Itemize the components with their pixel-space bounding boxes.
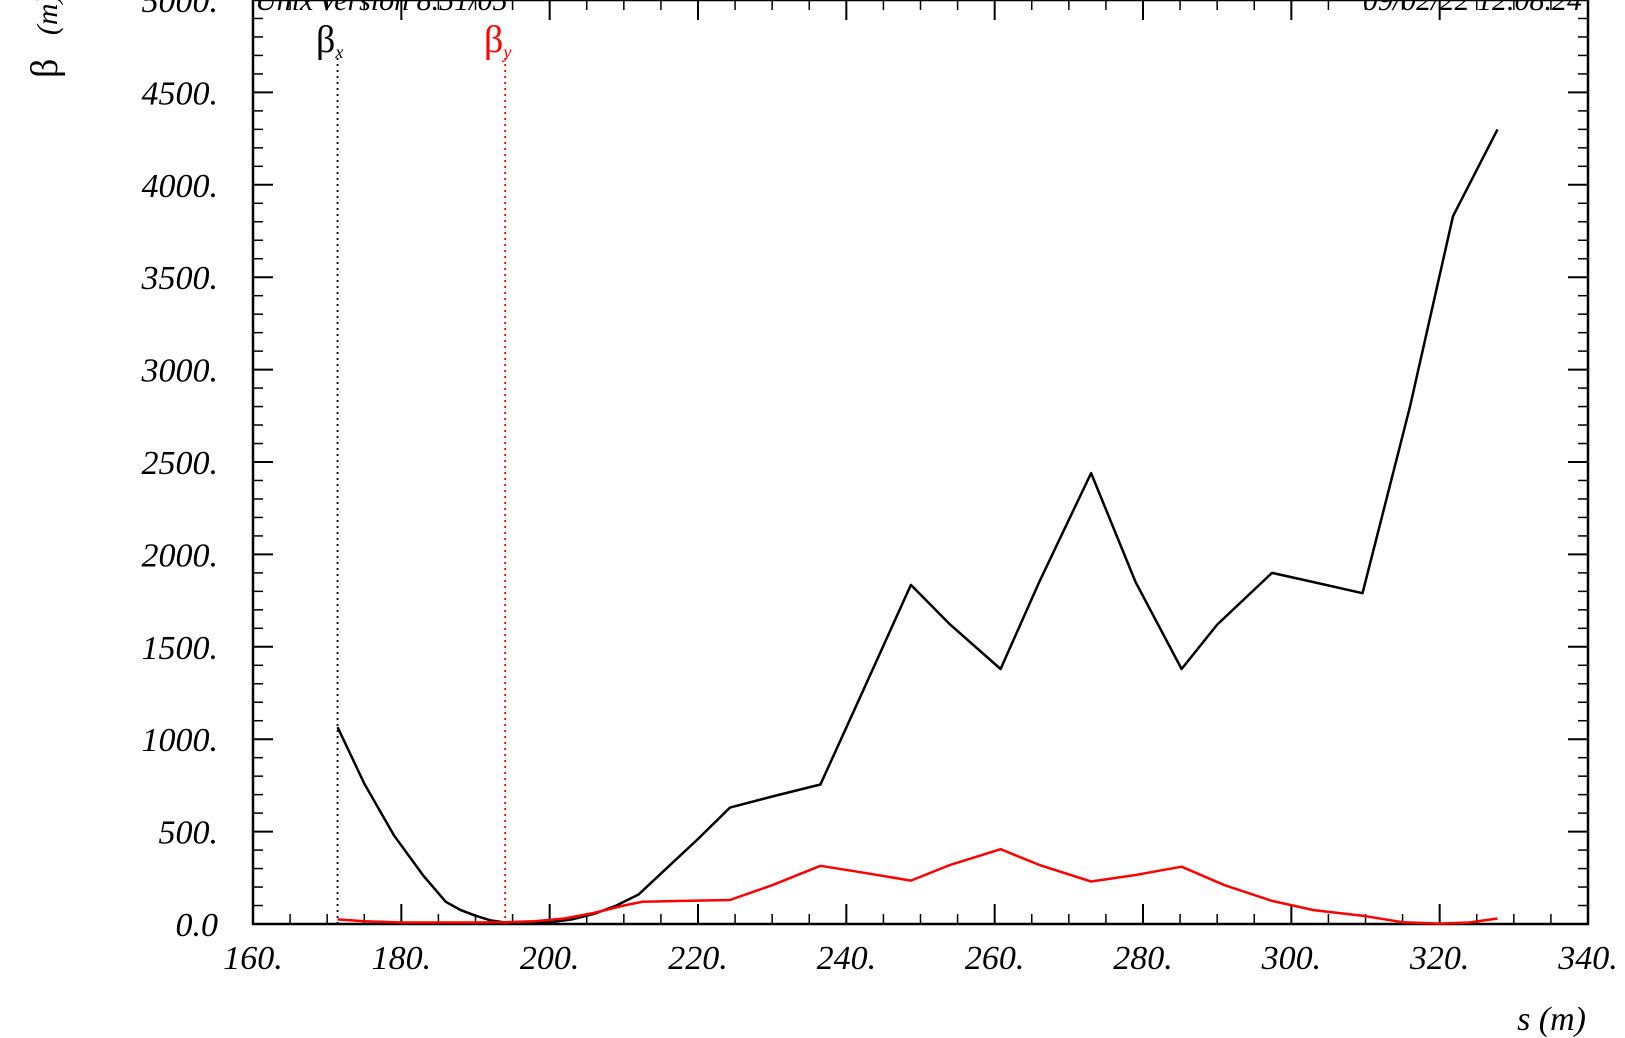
y-tick-label: 3500. — [141, 260, 219, 297]
svg-text:β (m): β (m) — [24, 0, 66, 78]
y-axis-ticks: 0.0 500. 1000. 1500. 2000. 2500. 3000. 3500. 400… — [141, 0, 1588, 944]
y-tick-label: 1000. — [142, 722, 219, 759]
header-left-text: Unix version 8.51/05 — [255, 0, 507, 17]
series-lines — [336, 128, 1499, 925]
y-tick-label: 4000. — [142, 168, 219, 205]
x-axis-label: s (m) — [1517, 1001, 1586, 1038]
legend: βx βy — [316, 19, 511, 62]
series-line-beta-x — [336, 128, 1499, 925]
legend-beta-x-subscript: x — [334, 42, 343, 62]
y-tick-label: 5000. — [142, 0, 219, 20]
y-tick-label: 0.0 — [176, 907, 219, 944]
x-tick-label: 340. — [1557, 940, 1618, 977]
legend-beta-y-symbol: β — [484, 19, 503, 61]
header-right-text: 09/02/22 12.08.24 — [1363, 0, 1582, 17]
y-tick-label: 500. — [159, 815, 219, 852]
x-tick-label: 240. — [817, 940, 877, 977]
y-tick-label: 2000. — [142, 537, 219, 574]
y-tick-label: 2500. — [142, 445, 219, 482]
y-tick-label: 1500. — [142, 630, 219, 667]
plot-frame — [251, 0, 1590, 926]
x-tick-label: 160. — [223, 940, 283, 977]
y-tick-label: 4500. — [142, 75, 219, 112]
x-axis-ticks: 160. 180. 200. 220. 240. 260. 280. 300. 320. 340. — [223, 0, 1618, 977]
y-axis-label: β (m) — [24, 0, 66, 78]
legend-beta-y-subscript: y — [501, 42, 511, 62]
y-axis-label-symbol: β — [24, 59, 66, 78]
y-axis-label-unit: (m) — [31, 0, 64, 35]
y-tick-label: 3000. — [141, 353, 219, 390]
x-tick-label: 260. — [965, 940, 1025, 977]
x-tick-label: 300. — [1261, 940, 1322, 977]
x-tick-label: 320. — [1409, 940, 1470, 977]
x-tick-label: 280. — [1113, 940, 1173, 977]
x-tick-label: 180. — [372, 940, 432, 977]
legend-beta-x: βx — [316, 19, 343, 62]
x-tick-label: 200. — [520, 940, 580, 977]
series-line-beta-y — [337, 847, 1498, 925]
legend-beta-y: βy — [484, 19, 511, 62]
x-tick-label: 220. — [668, 940, 728, 977]
legend-beta-x-symbol: β — [316, 19, 335, 61]
legend-markers — [336, 58, 507, 924]
